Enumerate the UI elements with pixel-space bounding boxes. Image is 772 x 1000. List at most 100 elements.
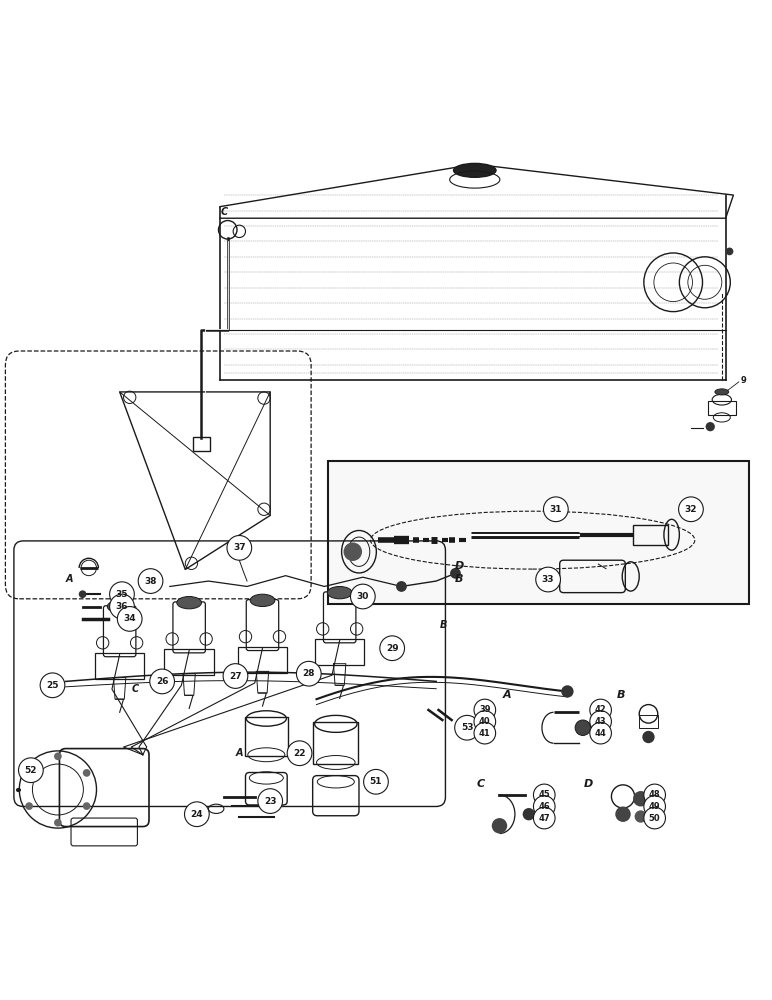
Circle shape — [633, 791, 648, 806]
Circle shape — [54, 819, 62, 827]
Circle shape — [474, 699, 496, 721]
Circle shape — [644, 796, 665, 817]
Circle shape — [590, 711, 611, 732]
Circle shape — [83, 769, 90, 777]
Text: 44: 44 — [594, 729, 607, 738]
Text: C: C — [220, 207, 228, 217]
Text: 23: 23 — [264, 797, 276, 806]
Text: 42: 42 — [594, 705, 607, 714]
Text: A: A — [503, 690, 512, 700]
Text: 38: 38 — [144, 577, 157, 586]
Circle shape — [110, 582, 134, 607]
Text: 39: 39 — [479, 705, 490, 714]
Circle shape — [83, 802, 90, 810]
Circle shape — [543, 497, 568, 522]
Circle shape — [644, 784, 665, 806]
Text: 51: 51 — [370, 777, 382, 786]
Text: 49: 49 — [648, 802, 661, 811]
Circle shape — [455, 715, 479, 740]
Circle shape — [25, 802, 33, 810]
Text: 30: 30 — [357, 592, 369, 601]
Text: D: D — [584, 779, 593, 789]
Circle shape — [615, 806, 631, 822]
Circle shape — [492, 818, 507, 834]
Circle shape — [474, 722, 496, 744]
Circle shape — [344, 542, 362, 561]
Circle shape — [590, 699, 611, 721]
Ellipse shape — [250, 594, 275, 607]
Text: 25: 25 — [46, 681, 59, 690]
Circle shape — [635, 810, 647, 823]
Circle shape — [79, 590, 86, 598]
Text: 37: 37 — [233, 543, 245, 552]
Circle shape — [287, 741, 312, 766]
Circle shape — [533, 796, 555, 817]
Circle shape — [138, 569, 163, 593]
Text: 52: 52 — [25, 766, 37, 775]
Circle shape — [642, 731, 655, 743]
Text: 32: 32 — [685, 505, 697, 514]
Ellipse shape — [107, 600, 132, 613]
Text: 48: 48 — [648, 790, 661, 799]
Circle shape — [110, 594, 134, 619]
Text: 22: 22 — [293, 749, 306, 758]
Text: D: D — [455, 561, 464, 571]
Text: 45: 45 — [538, 790, 550, 799]
Text: B: B — [455, 574, 464, 584]
Circle shape — [25, 769, 33, 777]
Ellipse shape — [715, 389, 729, 395]
Ellipse shape — [177, 596, 201, 609]
Text: 34: 34 — [124, 614, 136, 623]
FancyBboxPatch shape — [328, 461, 749, 604]
Circle shape — [40, 673, 65, 698]
Circle shape — [296, 661, 321, 686]
Text: 26: 26 — [156, 677, 168, 686]
Text: 27: 27 — [229, 672, 242, 681]
Circle shape — [364, 769, 388, 794]
Text: 31: 31 — [550, 505, 562, 514]
Circle shape — [117, 607, 142, 631]
Text: A: A — [235, 748, 243, 758]
Circle shape — [523, 808, 535, 820]
Circle shape — [533, 807, 555, 829]
Circle shape — [150, 669, 174, 694]
Text: 28: 28 — [303, 669, 315, 678]
Text: 50: 50 — [648, 814, 661, 823]
Text: 46: 46 — [538, 802, 550, 811]
Circle shape — [561, 685, 574, 698]
Text: 53: 53 — [461, 723, 473, 732]
Circle shape — [536, 567, 560, 592]
Circle shape — [19, 758, 43, 783]
Ellipse shape — [453, 163, 496, 177]
Text: 35: 35 — [116, 590, 128, 599]
Circle shape — [706, 422, 715, 431]
Circle shape — [223, 664, 248, 688]
Circle shape — [679, 497, 703, 522]
Circle shape — [396, 581, 407, 592]
Circle shape — [350, 584, 375, 609]
Circle shape — [533, 784, 555, 806]
Text: 33: 33 — [542, 575, 554, 584]
Text: B: B — [617, 690, 626, 700]
Text: C: C — [131, 684, 139, 694]
Text: 43: 43 — [594, 717, 607, 726]
Circle shape — [450, 568, 461, 579]
Circle shape — [185, 802, 209, 827]
Text: 47: 47 — [538, 814, 550, 823]
Text: 36: 36 — [116, 602, 128, 611]
Circle shape — [54, 752, 62, 760]
Text: 29: 29 — [386, 644, 398, 653]
Text: B: B — [440, 620, 448, 630]
Circle shape — [575, 720, 591, 735]
Text: A: A — [66, 574, 73, 584]
Text: C: C — [477, 779, 485, 789]
Text: 24: 24 — [191, 810, 203, 819]
Text: 9: 9 — [741, 376, 747, 385]
Text: 41: 41 — [479, 729, 491, 738]
Text: 40: 40 — [479, 717, 491, 726]
Circle shape — [227, 536, 252, 560]
Circle shape — [380, 636, 405, 661]
Circle shape — [590, 722, 611, 744]
Circle shape — [726, 248, 733, 255]
Circle shape — [474, 711, 496, 732]
